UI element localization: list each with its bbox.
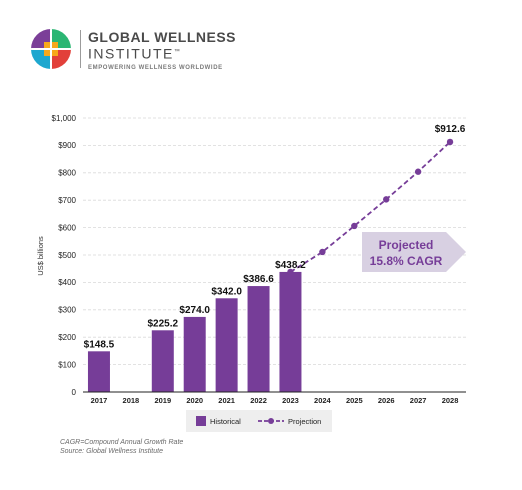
logo: GLOBAL WELLNESS INSTITUTE™ EMPOWERING WE… [30, 28, 290, 72]
x-tick-label: 2028 [442, 396, 459, 405]
logo-title: GLOBAL WELLNESS [88, 29, 237, 45]
y-axis-ticks: 0 $100 $200 $300 $400 $500 $600 $700 $800 $900 $1,… [52, 114, 77, 397]
y-tick-label: $800 [58, 169, 76, 178]
bar-label-2023: $438.2 [275, 260, 306, 271]
x-tick-label: 2022 [250, 396, 267, 405]
x-tick-label: 2025 [346, 396, 363, 405]
projection-label-2028: $912.6 [435, 124, 466, 135]
y-tick-label: $400 [58, 278, 76, 287]
y-tick-label: $300 [58, 306, 76, 315]
y-tick-label: $200 [58, 333, 76, 342]
logo-subtitle-text: INSTITUTE [88, 45, 174, 62]
legend-projection-swatch [258, 418, 284, 424]
legend-projection-label: Projection [288, 417, 321, 426]
legend-historical-swatch [196, 416, 206, 426]
bar-label-2017: $148.5 [84, 339, 115, 350]
projection-path [289, 141, 451, 273]
x-tick-label: 2027 [410, 396, 427, 405]
x-tick-label: 2017 [91, 396, 108, 405]
y-tick-label: $100 [58, 360, 76, 369]
logo-text: GLOBAL WELLNESS INSTITUTE™ EMPOWERING WE… [88, 30, 236, 71]
bar-label-2020: $274.0 [179, 305, 210, 316]
chart-notes: CAGR=Compound Annual Growth Rate Source:… [60, 438, 183, 456]
projection-point-2024 [319, 248, 326, 256]
y-tick-label: $1,000 [52, 114, 77, 123]
chart-grid [83, 117, 466, 366]
projection-point-2026 [383, 196, 390, 203]
projection-point-2025 [351, 222, 358, 230]
chart-legend: Historical Projection [186, 410, 332, 432]
logo-subtitle: INSTITUTE™ [88, 45, 236, 62]
bar-2022 [247, 286, 270, 392]
cagr-annotation: Projected 15.8% CAGR [362, 232, 466, 272]
x-tick-label: 2020 [186, 396, 203, 405]
bar-label-2022: $386.6 [243, 274, 274, 285]
logo-divider [80, 30, 81, 68]
logo-trademark: ™ [173, 49, 180, 55]
bar-label-2019: $225.2 [147, 318, 178, 329]
bar-2017 [87, 351, 110, 392]
legend-projection-dot [268, 418, 274, 424]
x-axis-ticks: 2017 2018 2019 2020 2021 2022 2023 2024 2025 2026… [91, 396, 459, 405]
x-tick-label: 2024 [314, 396, 332, 405]
bar-2023 [279, 271, 302, 392]
historical-bars [87, 271, 302, 392]
y-axis-label: US$ billions [36, 236, 45, 276]
projection-point-2028 [446, 138, 454, 146]
cagr-annotation-line1: Projected [379, 238, 434, 252]
y-tick-label: $500 [58, 251, 76, 260]
cagr-annotation-line2: 15.8% CAGR [370, 254, 443, 268]
x-tick-label: 2018 [123, 396, 140, 405]
y-tick-label: $700 [58, 196, 76, 205]
bar-2020 [183, 316, 206, 392]
x-tick-label: 2026 [378, 396, 395, 405]
y-tick-label: $600 [58, 223, 76, 232]
y-tick-label: $900 [58, 141, 76, 150]
bar-2021 [215, 298, 238, 392]
x-tick-label: 2021 [218, 396, 235, 405]
bar-label-2021: $342.0 [211, 286, 242, 297]
cagr-note: CAGR=Compound Annual Growth Rate [60, 439, 184, 446]
logo-tagline: EMPOWERING WELLNESS WORLDWIDE [88, 64, 223, 71]
projection-point-2023 [287, 268, 294, 276]
source-note: Source: Global Wellness Institute [60, 448, 163, 455]
cagr-arrow-shape [362, 232, 466, 272]
projection-line [287, 138, 454, 276]
y-tick-label: 0 [72, 388, 77, 397]
projection-point-2027 [414, 168, 422, 175]
x-tick-label: 2023 [282, 396, 299, 405]
bar-value-labels: $148.5 $225.2$274.0$342.0$386.6$438.2 $912… [84, 124, 466, 350]
legend-historical-label: Historical [210, 417, 241, 426]
bar-2019 [151, 330, 174, 392]
globe-logo-icon [31, 29, 71, 69]
x-tick-label: 2019 [154, 396, 171, 405]
